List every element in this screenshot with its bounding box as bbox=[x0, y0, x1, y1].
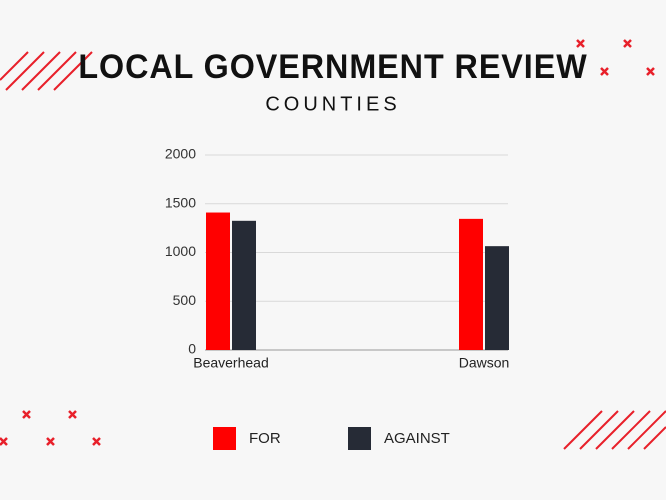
y-tick-label: 0 bbox=[188, 341, 196, 357]
bar bbox=[485, 246, 509, 350]
legend-label: AGAINST bbox=[384, 430, 450, 447]
legend-swatch bbox=[213, 427, 236, 450]
bar bbox=[459, 218, 483, 350]
decor-stripes-bottom bbox=[563, 410, 666, 450]
chart-subtitle: COUNTIES bbox=[265, 93, 400, 115]
legend-label: FOR bbox=[249, 430, 281, 447]
y-tick-label: 1000 bbox=[165, 243, 196, 259]
legend-swatch bbox=[348, 427, 371, 450]
bar bbox=[232, 220, 256, 350]
y-tick-label: 1500 bbox=[165, 194, 196, 210]
x-tick-label: Dawson bbox=[459, 355, 510, 371]
y-tick-label: 2000 bbox=[165, 146, 196, 162]
x-tick-label: Beaverhead bbox=[193, 355, 269, 371]
chart-title: LOCAL GOVERNMENT REVIEW bbox=[78, 48, 587, 86]
decor-stripes-top bbox=[0, 51, 93, 91]
y-tick-label: 500 bbox=[173, 292, 197, 308]
bar bbox=[206, 212, 230, 350]
decor-crosses bbox=[0, 39, 655, 446]
